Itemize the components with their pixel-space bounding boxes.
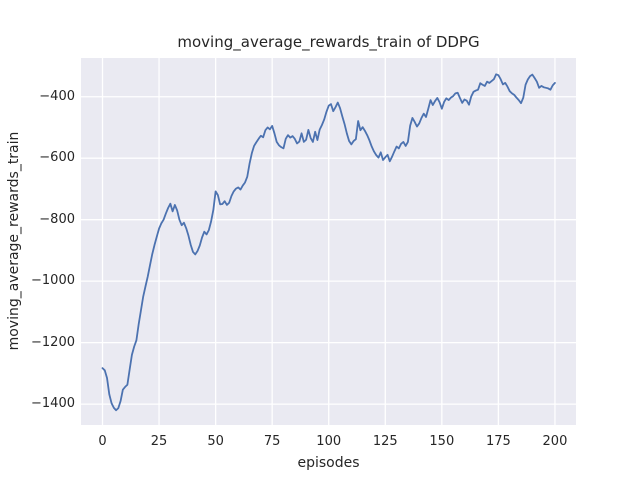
y-tick-label: −400 — [39, 88, 75, 104]
y-tick-label: −600 — [39, 150, 75, 166]
x-tick-label: 200 — [542, 434, 568, 449]
plot-area — [81, 58, 576, 425]
y-tick-label: −1200 — [31, 334, 75, 350]
y-axis-label: moving_average_rewards_train — [6, 131, 22, 351]
x-axis-label: episodes — [297, 455, 360, 471]
x-tick-label: 175 — [485, 434, 511, 449]
x-tick-label: 150 — [429, 434, 455, 449]
y-tick-label: −1400 — [31, 396, 75, 412]
y-tick-label: −1000 — [31, 273, 75, 289]
chart-title: moving_average_rewards_train of DDPG — [177, 33, 480, 51]
x-tick-label: 75 — [263, 434, 281, 449]
x-tick-label: 0 — [98, 434, 107, 449]
x-tick-label: 50 — [207, 434, 224, 449]
x-tick-label: 125 — [372, 434, 398, 449]
series-line — [101, 73, 556, 412]
y-tick-label: −800 — [39, 211, 75, 227]
x-tick-label: 100 — [316, 434, 342, 449]
plot-canvas — [81, 58, 576, 425]
x-tick-label: 25 — [150, 434, 168, 449]
